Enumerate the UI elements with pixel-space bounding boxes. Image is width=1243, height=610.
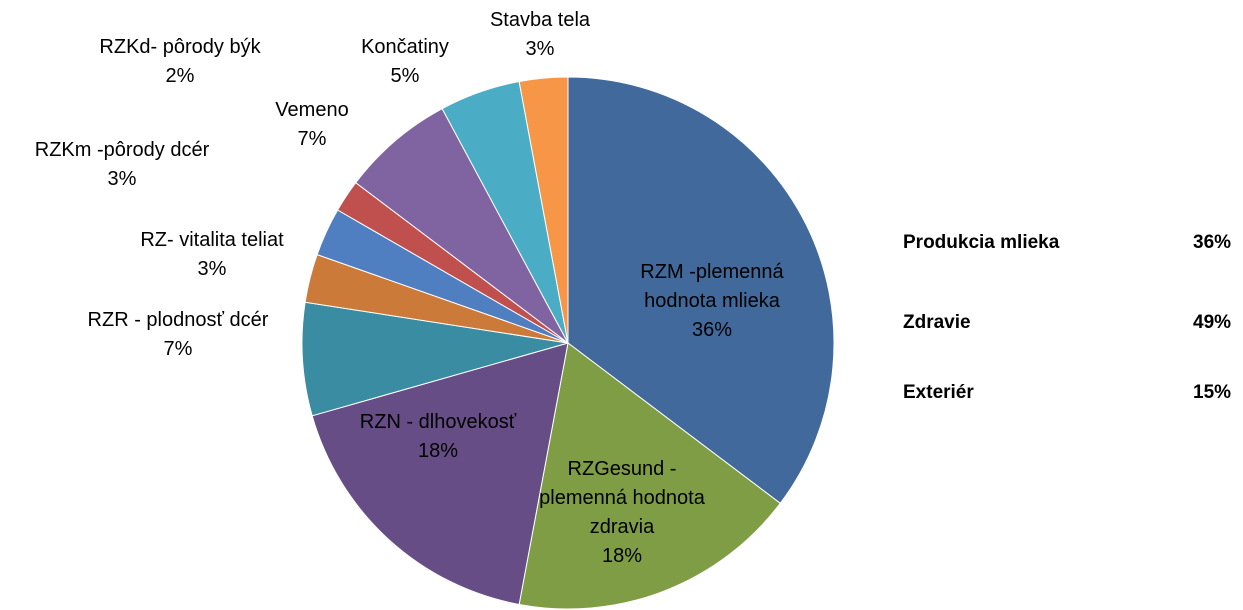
slice-label: RZKm -pôrody dcér 3%	[2, 136, 242, 194]
category-name: RZR - plodnosť dcér	[87, 309, 269, 331]
pie-slice	[355, 107, 569, 344]
summary-label: Exteriér	[903, 382, 974, 403]
pie-slice	[518, 342, 781, 610]
slice-label: RZR - plodnosť dcér 7%	[43, 306, 313, 364]
pie-slice	[301, 301, 569, 417]
category-name: RZN - dlhovekosť	[359, 411, 517, 433]
summary-value: 49%	[1193, 312, 1232, 333]
slice-label: Vemeno 7%	[252, 96, 372, 154]
slice-label: Končatiny 5%	[335, 33, 475, 91]
value-label: 36%	[691, 319, 733, 341]
pie-slice	[311, 342, 569, 606]
category-name: RZKd- pôrody býk	[99, 36, 261, 58]
slice-label: RZ- vitalita teliat 3%	[87, 226, 337, 284]
summary-label: Zdravie	[903, 312, 971, 333]
category-name: Vemeno	[275, 99, 349, 121]
value-label: 5%	[390, 65, 420, 87]
value-label: 18%	[417, 440, 459, 462]
slice-label: RZKd- pôrody býk 2%	[60, 33, 300, 91]
summary-label: Produkcia mlieka	[903, 232, 1060, 253]
pie-slice	[567, 76, 835, 505]
slice-label: RZM -plemenná hodnota mlieka 36%	[622, 258, 802, 345]
category-name: Stavba tela	[489, 9, 591, 31]
slice-label: Stavba tela 3%	[465, 6, 615, 64]
pie-slice	[518, 76, 569, 344]
value-label: 2%	[165, 65, 195, 87]
category-name: RZM -plemenná hodnota mlieka	[640, 261, 784, 312]
summary-value: 15%	[1193, 382, 1232, 403]
value-label: 3%	[525, 38, 555, 60]
slice-label: RZGesund - plemenná hodnota zdravia 18%	[535, 455, 710, 571]
value-label: 3%	[107, 168, 137, 190]
slice-label: RZN - dlhovekosť 18%	[318, 408, 558, 466]
category-name: RZGesund - plemenná hodnota zdravia	[539, 458, 705, 538]
value-label: 3%	[197, 258, 227, 280]
value-label: 7%	[297, 128, 327, 150]
category-name: RZKm -pôrody dcér	[34, 139, 210, 161]
value-label: 18%	[601, 545, 643, 567]
summary-value: 36%	[1193, 232, 1232, 253]
category-name: Končatiny	[361, 36, 449, 58]
category-name: RZ- vitalita teliat	[140, 229, 284, 251]
value-label: 7%	[163, 338, 193, 360]
